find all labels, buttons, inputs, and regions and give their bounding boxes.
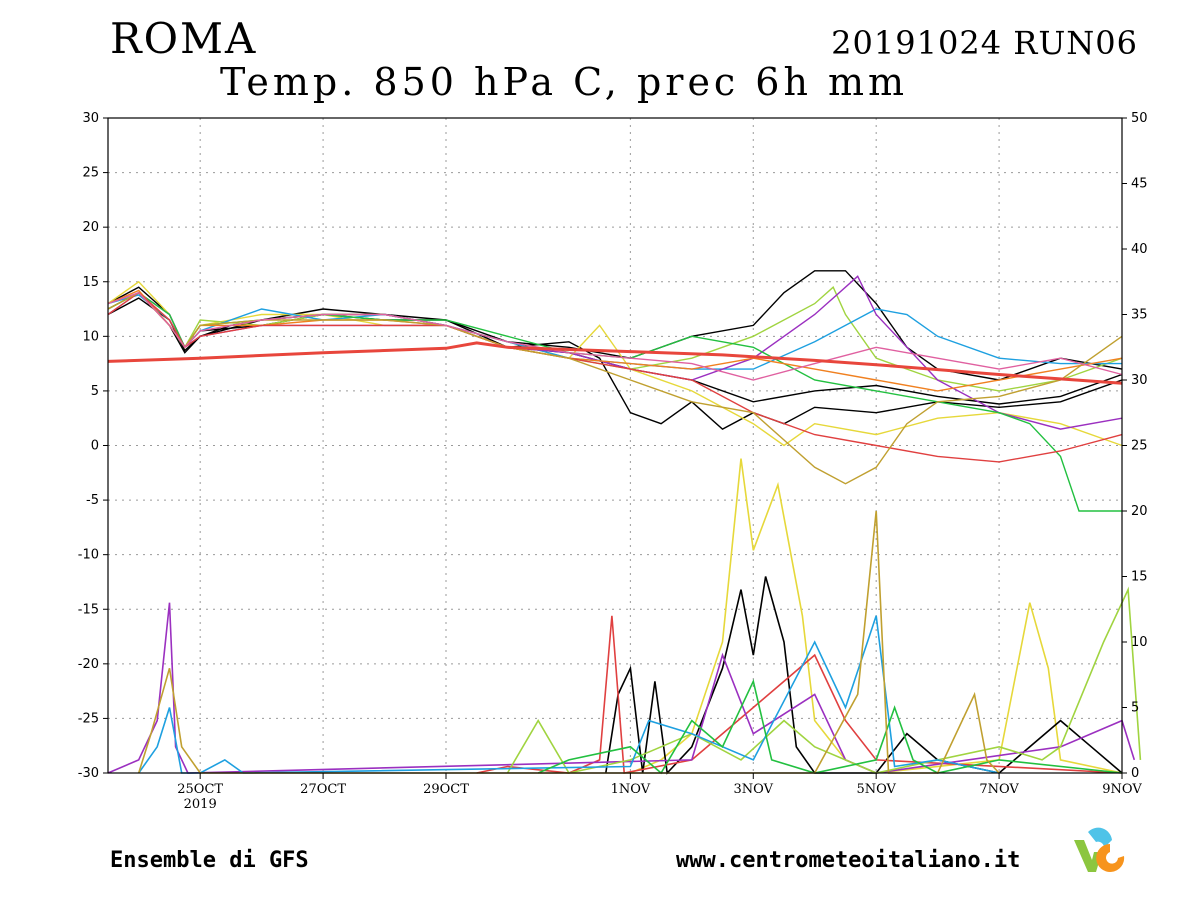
precipitation-member-line [537, 678, 1123, 775]
x-tick-label: 7NOV [979, 782, 1019, 797]
run-label: 20191024 RUN06 [831, 24, 1138, 62]
footer-website[interactable]: www.centrometeoitaliano.it [676, 848, 1021, 873]
y-left-tick-label: 30 [82, 111, 99, 126]
y-right-tick-label: 20 [1131, 504, 1148, 519]
y-right-tick-label: 10 [1131, 635, 1148, 650]
y-right-tick-label: 30 [1131, 373, 1148, 388]
x-tick-sublabel: 2019 [184, 797, 217, 812]
x-tick-label: 9NOV [1102, 782, 1142, 797]
temperature-member-line [107, 289, 1123, 392]
y-left-tick-label: 10 [82, 329, 99, 344]
y-right-tick-label: 40 [1131, 242, 1148, 257]
temperature-member-line [107, 275, 1123, 430]
precipitation-member-line [137, 510, 1000, 774]
temperature-member-line [107, 294, 1122, 370]
y-left-tick-label: 5 [91, 384, 99, 399]
y-axis-left: 30 25 20 15 10 5 0 -5 -10 -15 -20 -25 -30 [78, 111, 108, 781]
y-left-tick-label: -25 [78, 711, 99, 726]
y-right-tick-label: 45 [1131, 177, 1148, 192]
y-left-tick-label: -5 [86, 493, 99, 508]
y-right-tick-label: 0 [1131, 766, 1139, 781]
temperature-member-line [107, 291, 1123, 485]
x-tick-label: 5NOV [856, 782, 896, 797]
precipitation-member-line [630, 458, 1123, 774]
x-tick-label: 29OCT [423, 782, 469, 797]
y-left-tick-label: 20 [82, 220, 99, 235]
climatology-layer [107, 341, 1123, 385]
y-left-tick-label: 0 [91, 439, 99, 454]
x-tick-label: 27OCT [300, 782, 346, 797]
temperature-member-line [107, 291, 1123, 463]
precipitation-member-line [107, 602, 1136, 774]
y-right-tick-label: 35 [1131, 308, 1148, 323]
y-left-tick-label: -20 [78, 657, 99, 672]
x-tick-label: 25OCT [177, 782, 223, 797]
y-left-tick-label: -30 [78, 766, 99, 781]
centrometeo-logo-icon [1069, 826, 1125, 880]
city-title: ROMA [110, 14, 258, 63]
x-tick-label: 3NOV [734, 782, 774, 797]
precipitation-member-line [476, 615, 1123, 774]
y-right-tick-label: 15 [1131, 570, 1148, 585]
y-right-tick-label: 50 [1131, 111, 1148, 126]
precipitation-series-layer [107, 458, 1142, 775]
precipitation-member-line [138, 615, 1000, 774]
y-left-tick-label: -10 [78, 548, 99, 563]
y-left-tick-label: -15 [78, 602, 99, 617]
precipitation-member-line [506, 586, 1142, 774]
y-left-tick-label: 15 [82, 275, 99, 290]
y-right-tick-label: 25 [1131, 439, 1148, 454]
x-tick-label: 1NOV [611, 782, 651, 797]
variable-title: Temp. 850 hPa C, prec 6h mm [220, 60, 909, 104]
y-right-tick-label: 5 [1131, 701, 1139, 716]
footer-source: Ensemble di GFS [110, 848, 309, 873]
grid-layer [108, 118, 1123, 773]
climatology-line [107, 341, 1123, 385]
y-left-tick-label: 25 [82, 166, 99, 181]
temperature-series-layer [107, 270, 1123, 512]
